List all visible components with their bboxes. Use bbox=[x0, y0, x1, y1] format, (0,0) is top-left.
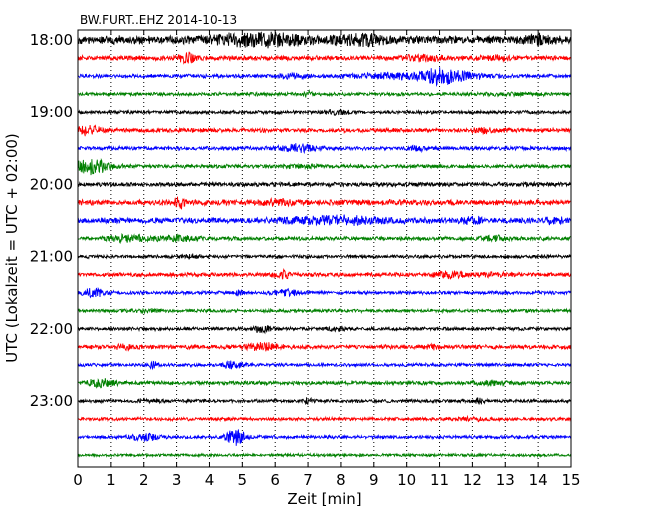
trace-2245 bbox=[77, 378, 572, 389]
y-axis-label: UTC (Lokalzeit = UTC + 02:00) bbox=[3, 133, 21, 363]
trace-2230 bbox=[77, 360, 572, 371]
trace-2100 bbox=[77, 253, 572, 260]
trace-2300 bbox=[77, 396, 572, 405]
trace-2200 bbox=[77, 325, 572, 335]
x-tick-label: 12 bbox=[463, 471, 482, 489]
trace-1900 bbox=[77, 108, 572, 116]
plot-frame bbox=[77, 29, 572, 468]
trace-group bbox=[77, 31, 572, 459]
trace-1815 bbox=[77, 51, 572, 65]
x-tick-label: 2 bbox=[139, 471, 149, 489]
x-tick-label: 7 bbox=[303, 471, 313, 489]
x-tick-label: 15 bbox=[561, 471, 580, 489]
trace-2145 bbox=[77, 307, 572, 315]
trace-2215 bbox=[77, 341, 572, 352]
x-axis-label: Zeit [min] bbox=[287, 490, 361, 508]
trace-1930 bbox=[77, 143, 572, 155]
chart-title: BW.FURT..EHZ 2014-10-13 bbox=[80, 13, 237, 27]
x-tick-label: 6 bbox=[270, 471, 280, 489]
trace-2115 bbox=[77, 267, 572, 280]
y-tick-label: 22:00 bbox=[30, 320, 73, 338]
y-tick-label: 19:00 bbox=[30, 103, 73, 121]
trace-1800 bbox=[77, 31, 572, 49]
y-tick-label: 18:00 bbox=[30, 31, 73, 49]
trace-2015 bbox=[77, 196, 572, 210]
x-tick-label: 0 bbox=[73, 471, 83, 489]
trace-1945 bbox=[77, 157, 572, 176]
trace-1830 bbox=[77, 67, 572, 87]
trace-2000 bbox=[77, 180, 572, 189]
trace-1915 bbox=[77, 124, 572, 137]
trace-2315 bbox=[77, 414, 572, 423]
trace-2130 bbox=[77, 286, 572, 299]
trace-2030 bbox=[77, 214, 572, 227]
x-tick-label: 9 bbox=[369, 471, 379, 489]
x-tick-label: 8 bbox=[336, 471, 346, 489]
trace-1845 bbox=[77, 88, 572, 98]
y-tick-label: 21:00 bbox=[30, 248, 73, 266]
x-tick-label: 5 bbox=[238, 471, 248, 489]
x-axis: 0 1 2 3 4 5 6 7 8 9 10 11 12 13 14 15 bbox=[73, 30, 581, 489]
trace-2045 bbox=[78, 232, 571, 244]
x-tick-label: 14 bbox=[529, 471, 548, 489]
x-tick-label: 1 bbox=[106, 471, 116, 489]
y-tick-label: 20:00 bbox=[30, 175, 73, 193]
y-axis: 18:00 19:00 20:00 21:00 22:00 23:00 bbox=[30, 31, 571, 410]
trace-2330 bbox=[77, 429, 572, 446]
x-tick-label: 4 bbox=[205, 471, 215, 489]
x-tick-label: 13 bbox=[496, 471, 515, 489]
vertical-grid bbox=[110, 30, 539, 467]
y-tick-label: 23:00 bbox=[30, 392, 73, 410]
x-tick-label: 3 bbox=[172, 471, 182, 489]
x-tick-label: 10 bbox=[397, 471, 416, 489]
x-tick-label: 11 bbox=[430, 471, 449, 489]
trace-2345 bbox=[77, 452, 572, 459]
